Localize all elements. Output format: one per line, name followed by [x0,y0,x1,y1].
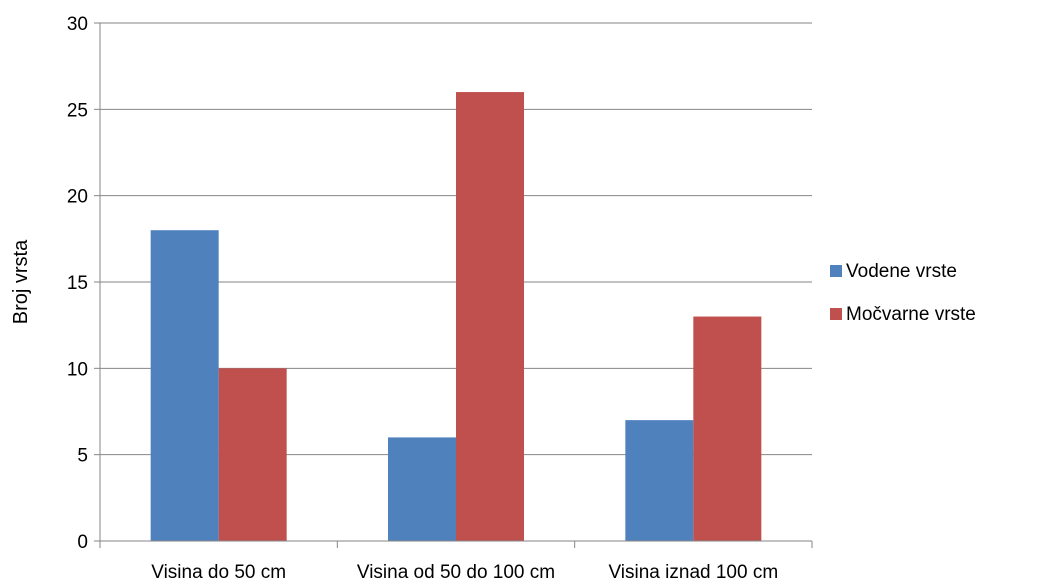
y-tick-label: 15 [67,273,88,294]
bar-vodene-1 [150,230,219,541]
x-category-label: Visina iznad 100 cm [608,562,778,583]
x-category-label: Visina do 50 cm [151,562,286,583]
y-tick-label: 0 [77,532,88,553]
bar-mocvarne-3 [693,316,762,541]
bar-mocvarne-1 [218,368,287,541]
bar-mocvarne-2 [456,92,524,542]
x-category-label: Visina od 50 do 100 cm [357,562,555,583]
legend: Vodene vrste Močvarne vrste [830,261,976,325]
legend-label: Vodene vrste [846,261,957,282]
y-tick-label: 10 [67,359,88,380]
bars [150,92,762,542]
bar-vodene-3 [625,420,694,541]
legend-swatch [830,308,842,320]
legend-swatch [830,265,842,277]
y-tick-labels: 0 5 10 15 20 25 30 [67,14,88,553]
y-tick-label: 5 [77,446,88,467]
y-tick-label: 30 [67,14,88,35]
legend-label: Močvarne vrste [846,304,976,325]
bar-vodene-2 [388,437,456,541]
axes [94,22,813,548]
y-axis-label: Broj vrsta [10,239,32,324]
x-tick-labels: Visina do 50 cm Visina od 50 do 100 cm Vis… [151,562,778,583]
y-tick-label: 25 [67,100,88,121]
y-tick-label: 20 [67,187,88,208]
